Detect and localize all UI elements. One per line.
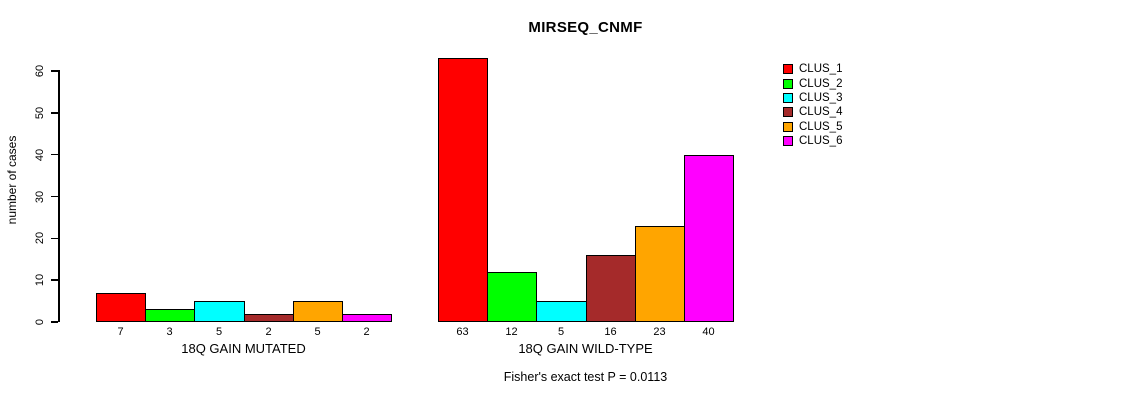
- bar-clus_4: [244, 313, 294, 322]
- legend-entry-clus_6: CLUS_6: [783, 134, 842, 148]
- legend-label: CLUS_1: [799, 63, 843, 76]
- x-group-label: 18Q GAIN WILD-TYPE: [518, 341, 653, 356]
- y-tick: [51, 321, 58, 323]
- bar-value-label: 5: [215, 326, 223, 338]
- legend-entry-clus_5: CLUS_5: [783, 120, 842, 134]
- legend-swatch: [783, 64, 793, 75]
- legend-label: CLUS_3: [799, 91, 843, 104]
- bar-value-label: 12: [505, 326, 518, 338]
- bar-value-label: 2: [363, 326, 370, 338]
- legend-entry-clus_3: CLUS_3: [783, 91, 842, 105]
- bar-value-label: 5: [314, 326, 321, 338]
- bar-clus_1: [438, 58, 488, 322]
- bar-clus_5: [635, 225, 685, 322]
- y-tick-label: 40: [34, 148, 46, 161]
- legend-label: CLUS_6: [799, 135, 843, 148]
- y-axis-title: number of cases: [5, 135, 19, 225]
- y-tick-label: 0: [34, 318, 46, 326]
- bar-value-label: 23: [653, 326, 666, 338]
- bar-clus_2: [145, 309, 195, 322]
- bar-clus_6: [342, 313, 392, 322]
- bar-value-label: 16: [604, 326, 617, 338]
- bar-clus_6: [684, 154, 734, 322]
- bar-value-label: 2: [265, 326, 272, 338]
- legend-swatch: [783, 121, 793, 132]
- legend-entry-clus_1: CLUS_1: [783, 62, 842, 76]
- y-tick: [51, 70, 58, 72]
- legend-label: CLUS_5: [799, 120, 843, 133]
- y-tick: [51, 279, 58, 281]
- y-tick-label: 20: [34, 232, 46, 245]
- bar-value-label: 5: [557, 326, 565, 338]
- chart-title: MIRSEQ_CNMF: [528, 19, 643, 36]
- legend-entry-clus_2: CLUS_2: [783, 76, 842, 90]
- bar-clus_3: [536, 301, 587, 322]
- legend-label: CLUS_2: [799, 77, 843, 90]
- bar-clus_2: [487, 271, 537, 322]
- legend-swatch: [783, 92, 793, 103]
- legend-label: CLUS_4: [799, 106, 843, 119]
- y-axis-line: [58, 70, 60, 322]
- legend-swatch: [783, 78, 793, 89]
- y-tick: [51, 153, 58, 156]
- legend-entry-clus_4: CLUS_4: [783, 105, 842, 119]
- legend: CLUS_1 CLUS_2 CLUS_3 CLUS_4 CLUS_5 CLUS_6: [783, 62, 842, 148]
- y-tick-label: 10: [34, 274, 46, 287]
- bar-clus_3: [194, 301, 245, 322]
- y-tick-label: 60: [34, 64, 46, 78]
- bar-clus_1: [96, 292, 146, 322]
- y-tick: [51, 195, 58, 198]
- y-tick-label: 50: [34, 106, 46, 119]
- fisher-test-caption: Fisher's exact test P = 0.0113: [503, 370, 668, 384]
- legend-swatch: [783, 136, 793, 147]
- bar-value-label: 7: [117, 326, 124, 338]
- x-group-label: 18Q GAIN MUTATED: [181, 341, 306, 356]
- y-tick: [51, 112, 58, 114]
- y-tick-label: 30: [34, 190, 46, 203]
- legend-swatch: [783, 107, 793, 118]
- bar-clus_4: [586, 255, 636, 322]
- y-tick: [51, 237, 58, 240]
- bar-value-label: 40: [702, 326, 715, 338]
- bar-value-label: 63: [456, 326, 469, 338]
- bar-value-label: 3: [166, 326, 173, 338]
- bar-clus_5: [293, 301, 343, 322]
